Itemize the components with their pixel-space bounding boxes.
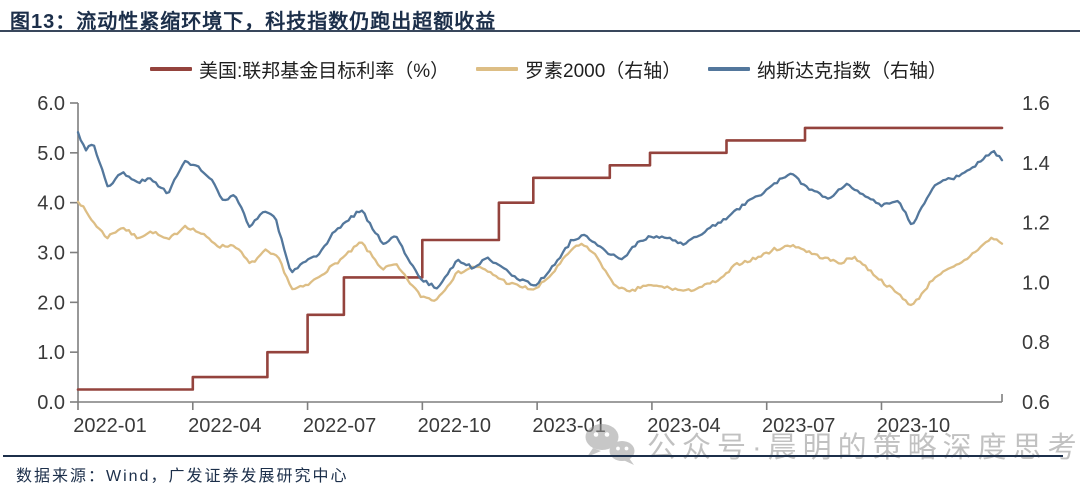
y-right-tick-label: 0.6: [1022, 392, 1050, 414]
title-divider: [0, 30, 1080, 32]
y-right-tick-label: 1.0: [1022, 272, 1050, 294]
legend-item-russell2000: 罗素2000（右轴）: [476, 57, 682, 82]
legend-item-fed-rate: 美国:联邦基金目标利率（%）: [150, 57, 450, 82]
x-tick-label: 2022-01: [73, 415, 146, 437]
series-line-0: [76, 126, 1004, 391]
y-left-tick-label: 2.0: [37, 292, 65, 314]
y-left-tick-label: 6.0: [37, 93, 65, 115]
x-tick-label: 2023-07: [762, 415, 835, 437]
x-tick-label: 2023-01: [532, 415, 605, 437]
y-right-tick-label: 1.6: [1022, 93, 1050, 115]
legend-label: 纳斯达克指数（右轴）: [757, 60, 948, 82]
legend-label: 罗素2000（右轴）: [525, 60, 682, 82]
y-right-tick-label: 1.2: [1022, 213, 1050, 235]
y-left-tick-label: 3.0: [37, 243, 65, 265]
legend-label: 美国:联邦基金目标利率（%）: [199, 60, 450, 82]
x-tick-label: 2022-04: [188, 415, 261, 437]
figure-title-text: 流动性紧缩环境下，科技指数仍跑出超额收益: [76, 11, 497, 33]
legend-swatch-1: [476, 67, 518, 71]
x-tick-label: 2023-10: [877, 415, 950, 437]
y-right-tick-label: 1.4: [1022, 153, 1050, 175]
y-left-tick-label: 4.0: [37, 193, 65, 215]
x-tick-label: 2022-07: [303, 415, 376, 437]
x-tick-label: 2022-10: [418, 415, 491, 437]
series-line-1: [76, 200, 1004, 307]
bottom-divider: [3, 455, 1063, 457]
series-line-2: [76, 131, 1004, 290]
figure-number: 图13：: [10, 11, 77, 33]
y-left-tick-label: 5.0: [37, 143, 65, 165]
figure-title: 图13：流动性紧缩环境下，科技指数仍跑出超额收益: [10, 5, 496, 34]
y-left-tick-label: 1.0: [37, 342, 65, 364]
axis-lines: [77, 103, 1003, 403]
y-left-tick-label: 0.0: [37, 392, 65, 414]
x-tick-label: 2023-04: [647, 415, 720, 437]
data-source-note: 数据来源：Wind，广发证券发展研究中心: [16, 468, 349, 485]
legend-item-nasdaq: 纳斯达克指数（右轴）: [708, 57, 948, 82]
legend-swatch-2: [708, 67, 750, 71]
y-right-tick-label: 0.8: [1022, 332, 1050, 354]
legend-swatch-0: [150, 67, 192, 71]
